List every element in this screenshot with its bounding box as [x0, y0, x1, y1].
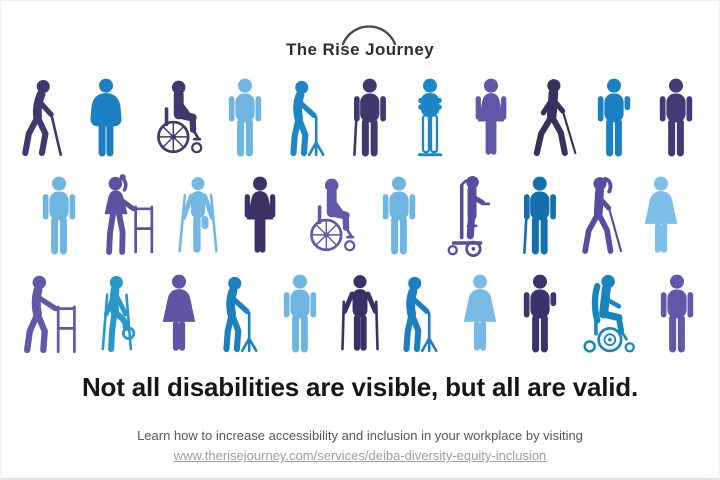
- logo: The Rise Journey: [1, 23, 719, 60]
- standing-woman-icon: [232, 171, 288, 261]
- person-with-leg-prostheses-icon: [402, 73, 458, 163]
- website-link[interactable]: www.therisejourney.com/services/deiba-di…: [173, 448, 547, 463]
- plus-size-woman-icon: [633, 171, 689, 261]
- white-cane-user-icon: [525, 73, 581, 163]
- standing-wheelchair-user-icon: [432, 171, 504, 261]
- plus-size-woman-icon: [452, 269, 508, 359]
- standing-person-icon: [217, 73, 273, 163]
- logo-arc-icon: [341, 25, 397, 45]
- standing-person-icon: [648, 73, 704, 163]
- person-with-walking-stool-icon: [279, 73, 335, 163]
- elder-with-quad-cane-icon: [212, 269, 268, 359]
- standing-woman-icon: [463, 73, 519, 163]
- footer-text: Learn how to increase accessibility and …: [137, 428, 583, 443]
- elder-walking-with-cane-icon: [17, 73, 73, 163]
- icon-row-3: [1, 267, 719, 365]
- standing-person-icon: [272, 269, 328, 359]
- elder-with-quad-cane-icon: [392, 269, 448, 359]
- standing-person-icon: [31, 171, 87, 261]
- icon-row-1: [1, 71, 719, 169]
- person-with-cane-icon: [510, 171, 566, 261]
- plus-size-woman-icon: [151, 269, 207, 359]
- standing-person-icon: [371, 171, 427, 261]
- woman-with-walker-icon: [92, 171, 164, 261]
- person-with-limb-difference-icon: [512, 269, 568, 359]
- person-with-leg-cast-icon: [91, 269, 147, 359]
- blind-woman-with-cane-icon: [572, 171, 628, 261]
- plus-size-person-icon: [78, 73, 134, 163]
- headline: Not all disabilities are visible, but al…: [81, 372, 639, 402]
- manual-wheelchair-user-icon: [140, 73, 212, 163]
- manual-wheelchair-user-icon: [293, 171, 365, 261]
- logo-text: The Rise Journey: [285, 40, 435, 59]
- footer-link-row: www.therisejourney.com/services/deiba-di…: [1, 448, 719, 463]
- person-with-forearm-crutches-icon: [332, 269, 388, 359]
- amputee-on-crutches-icon: [170, 171, 226, 261]
- person-with-cane-icon: [340, 73, 396, 163]
- standing-person-icon: [649, 269, 705, 359]
- icon-row-2: [1, 169, 719, 267]
- power-wheelchair-user-icon: [573, 269, 645, 359]
- person-with-limb-difference-icon: [586, 73, 642, 163]
- person-with-walker-icon: [15, 269, 87, 359]
- icon-grid: [1, 71, 719, 365]
